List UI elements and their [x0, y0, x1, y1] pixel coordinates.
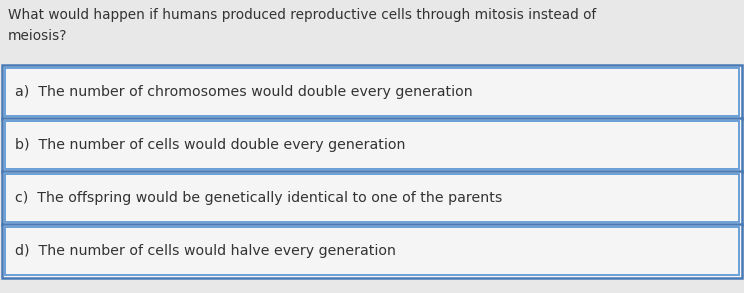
Bar: [5, 174, 739, 222]
Text: b)  The number of cells would double every generation: b) The number of cells would double ever…: [15, 138, 405, 152]
Text: d)  The number of cells would halve every generation: d) The number of cells would halve every…: [15, 244, 396, 258]
Bar: [2, 65, 742, 119]
Text: c)  The offspring would be genetically identical to one of the parents: c) The offspring would be genetically id…: [15, 191, 502, 205]
Bar: [5, 121, 739, 169]
Bar: [2, 118, 742, 172]
Bar: [5, 68, 739, 116]
Bar: [5, 227, 739, 275]
Bar: [2, 171, 742, 225]
Text: What would happen if humans produced reproductive cells through mitosis instead : What would happen if humans produced rep…: [8, 8, 596, 42]
Text: a)  The number of chromosomes would double every generation: a) The number of chromosomes would doubl…: [15, 85, 472, 99]
Bar: [2, 224, 742, 278]
